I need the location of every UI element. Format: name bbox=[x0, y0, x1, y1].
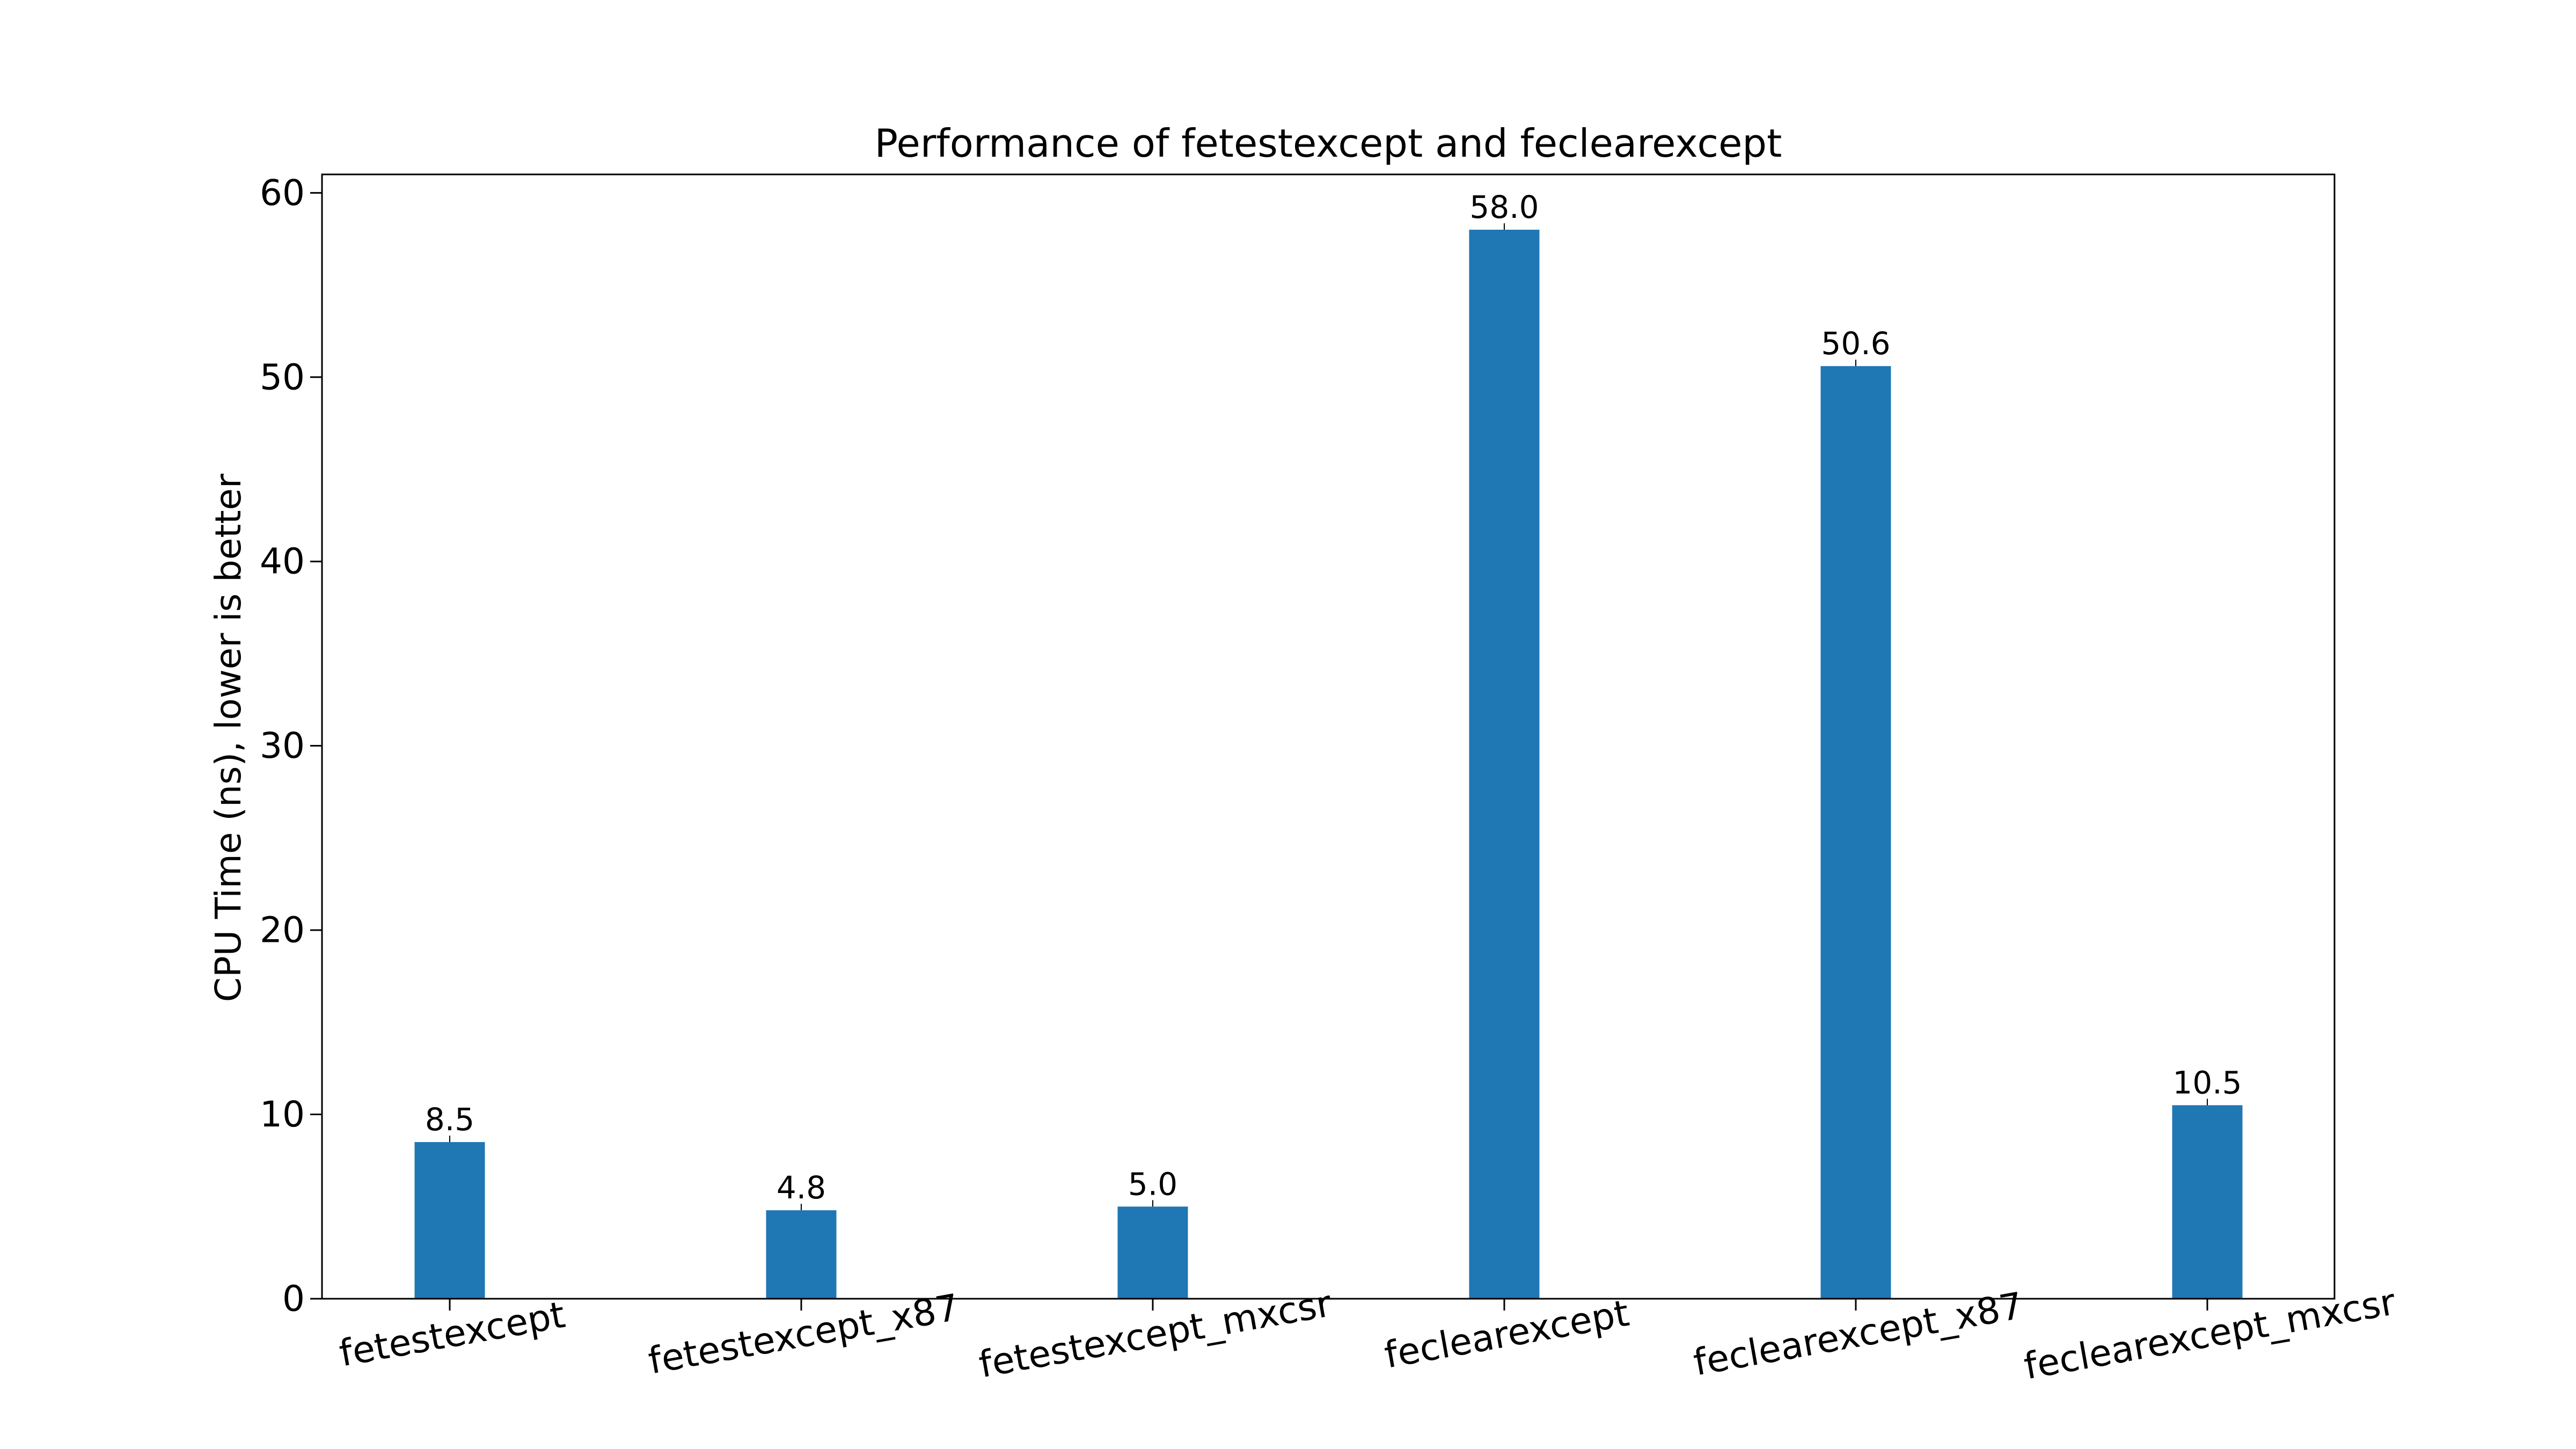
bar bbox=[414, 1142, 485, 1299]
bar bbox=[1820, 366, 1891, 1299]
bar bbox=[766, 1210, 837, 1299]
bars bbox=[414, 223, 2243, 1299]
y-axis-ticks: 0 10 20 30 40 50 60 bbox=[260, 172, 322, 1320]
y-tick-label: 10 bbox=[260, 1094, 305, 1135]
data-label: 10.5 bbox=[2172, 1064, 2242, 1101]
bar bbox=[2172, 1105, 2243, 1299]
y-tick-label: 60 bbox=[260, 172, 305, 214]
y-tick-label: 50 bbox=[260, 356, 305, 398]
data-label: 50.6 bbox=[1821, 325, 1890, 362]
data-labels: 8.5 4.8 5.0 58.0 50.6 10.5 bbox=[425, 189, 2242, 1206]
y-tick-label: 0 bbox=[282, 1278, 305, 1320]
y-tick-label: 40 bbox=[260, 541, 305, 582]
data-label: 5.0 bbox=[1128, 1166, 1177, 1202]
data-label: 8.5 bbox=[425, 1101, 474, 1138]
plot-frame bbox=[321, 173, 2336, 1300]
bar bbox=[1117, 1206, 1188, 1299]
data-label: 58.0 bbox=[1469, 189, 1539, 225]
data-label: 4.8 bbox=[777, 1169, 826, 1206]
y-tick-label: 30 bbox=[260, 725, 305, 766]
y-tick-label: 20 bbox=[260, 910, 305, 951]
chart-title: Performance of fetestexcept and fecleare… bbox=[875, 121, 1782, 166]
bar bbox=[1469, 230, 1540, 1299]
y-axis-label: CPU Time (ns), lower is better bbox=[208, 473, 249, 1002]
